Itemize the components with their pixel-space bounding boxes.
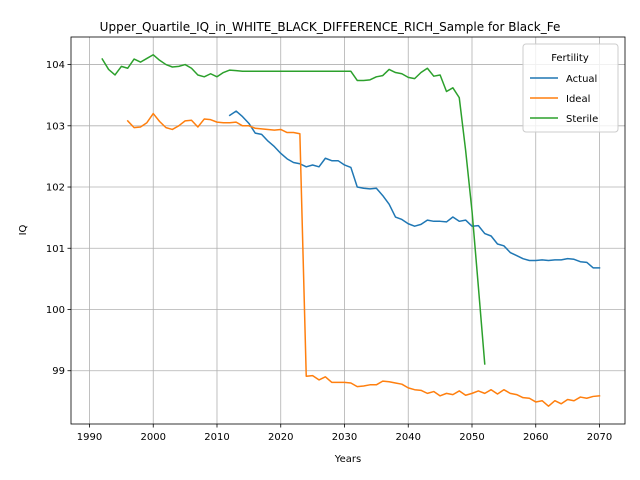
y-tick-label: 104 [46, 60, 65, 71]
series-line-sterile [101, 54, 486, 365]
x-tick-label: 2060 [523, 432, 548, 443]
y-tick-label: 99 [52, 366, 65, 377]
x-axis-label: Years [334, 454, 361, 465]
legend-items: Actual Ideal Sterile [530, 74, 598, 125]
x-tick-label: 1990 [77, 432, 102, 443]
plot-frame [70, 36, 626, 425]
x-tick-label: 2030 [332, 432, 357, 443]
legend-box [522, 43, 619, 133]
y-tick-label: 101 [46, 244, 65, 255]
chart-title: Upper_Quartile_IQ_in_WHITE_BLACK_DIFFERE… [100, 20, 561, 34]
legend-label-actual: Actual [566, 74, 597, 85]
x-tick-label: 2050 [459, 432, 484, 443]
axis-ticks: 1990 2000 2010 2020 2030 2040 2050 2060 2070 99 10… [46, 60, 612, 443]
y-axis-label: IQ [18, 224, 29, 235]
x-tick-label: 2070 [587, 432, 612, 443]
y-tick-label: 103 [46, 121, 65, 132]
legend-title: Fertility [551, 53, 589, 64]
x-tick-label: 2040 [396, 432, 421, 443]
series-line-ideal [126, 112, 601, 407]
legend-label-sterile: Sterile [566, 114, 598, 125]
x-tick-label: 2000 [141, 432, 166, 443]
series-layer [101, 54, 601, 407]
legend: Fertility Actual Ideal Sterile [522, 43, 619, 133]
legend-label-ideal: Ideal [566, 94, 590, 105]
y-tick-label: 102 [46, 183, 65, 194]
y-tick-label: 100 [46, 305, 65, 316]
x-tick-label: 2020 [268, 432, 293, 443]
x-tick-label: 2010 [204, 432, 229, 443]
series-line-actual [228, 110, 601, 269]
